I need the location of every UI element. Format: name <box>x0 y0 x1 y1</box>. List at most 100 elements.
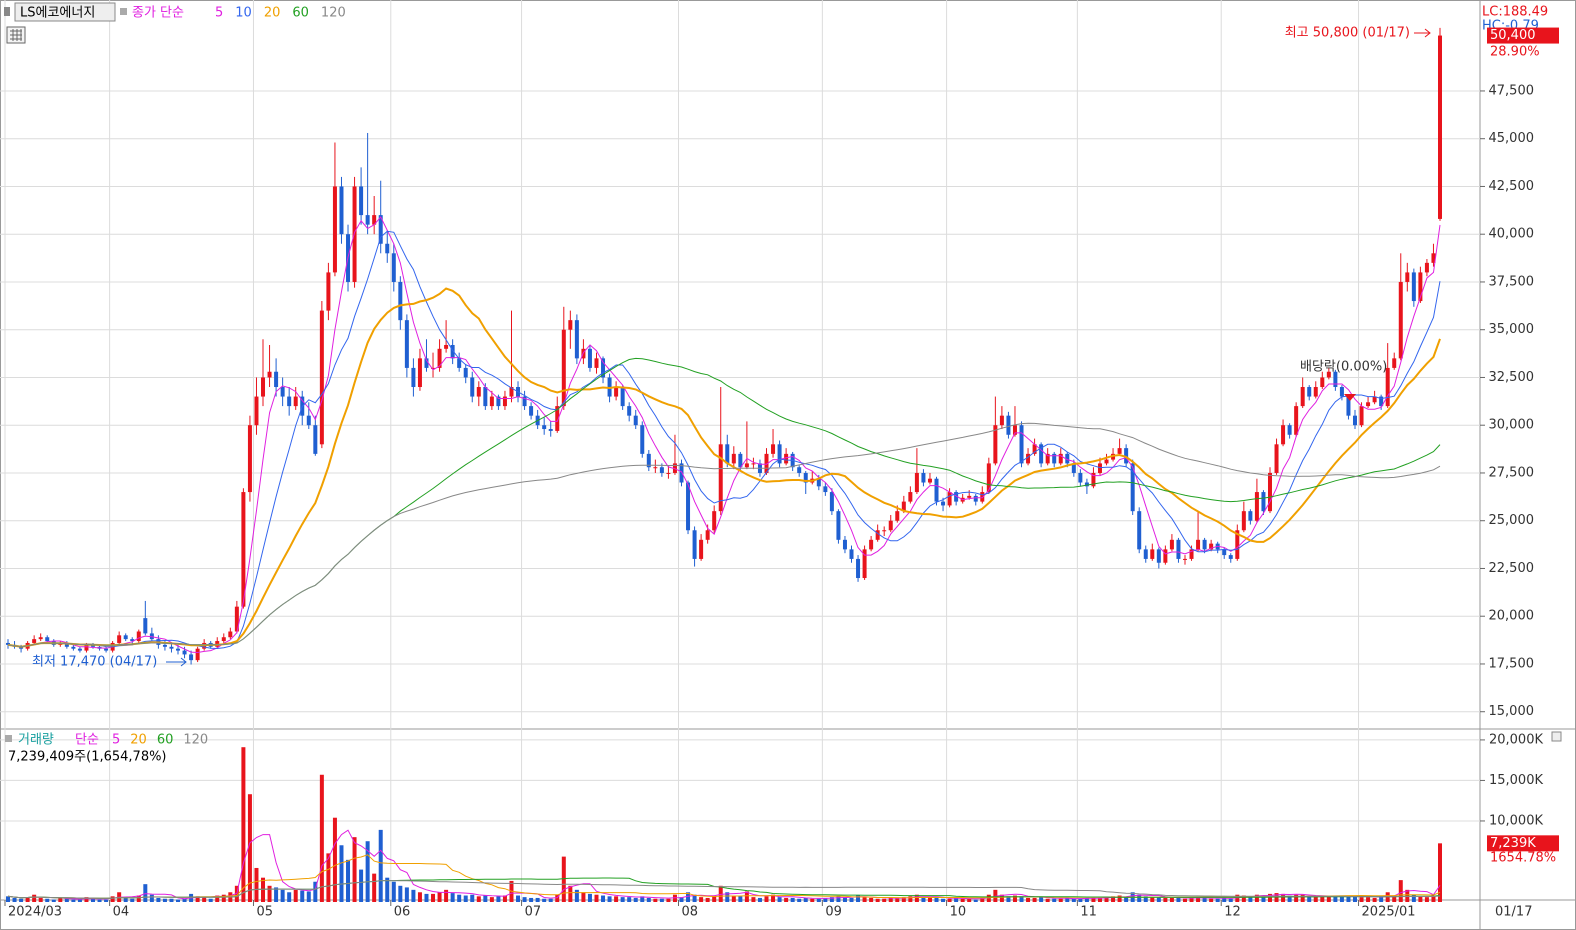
ma-legend-entry: 60 <box>292 6 309 21</box>
candle-body <box>1209 543 1214 550</box>
volume-bar <box>326 853 331 902</box>
volume-bar <box>162 898 167 902</box>
volume-bar <box>489 897 494 902</box>
volume-bar <box>208 898 213 902</box>
candle-body <box>339 186 344 235</box>
candle-body <box>725 444 730 464</box>
volume-bar <box>764 896 769 902</box>
y-tick-label: 22,500 <box>1489 561 1535 576</box>
last-volume-label: 7,239K <box>1490 836 1536 851</box>
volume-bar <box>542 898 547 902</box>
candle-body <box>895 511 900 521</box>
candle-body <box>509 387 514 397</box>
candle-body <box>306 415 311 426</box>
candle-body <box>594 358 599 368</box>
volume-bar <box>895 897 900 902</box>
volume-bar <box>849 897 854 902</box>
volume-tick-label: 15,000K <box>1489 773 1543 788</box>
volume-bar <box>470 894 475 902</box>
volume-ma-legend-entry: 120 <box>183 733 208 748</box>
ma-legend-entry: 120 <box>321 6 346 21</box>
candle-body <box>1026 453 1031 464</box>
candle-body <box>993 425 998 464</box>
icon <box>4 7 10 16</box>
candle-body <box>699 539 704 559</box>
candle-body <box>672 463 677 473</box>
volume-bar <box>398 885 403 902</box>
price-ma-line <box>7 287 1441 648</box>
volume-bar <box>934 897 939 902</box>
candle-body <box>862 549 867 579</box>
candle-body <box>1032 444 1037 454</box>
volume-bar <box>12 897 17 902</box>
y-tick-label: 30,000 <box>1489 418 1535 433</box>
x-tick-label: 10 <box>950 905 967 920</box>
candle-body <box>1438 35 1442 219</box>
scroll-button[interactable] <box>1551 731 1562 742</box>
volume-bar <box>104 899 109 902</box>
price-ma-line <box>7 422 1441 648</box>
volume-bar <box>1352 896 1357 902</box>
volume-ma-legend-entry: 20 <box>130 733 147 748</box>
y-tick-label: 37,500 <box>1489 274 1535 289</box>
volume-bar <box>601 895 606 902</box>
volume-bar <box>97 899 102 902</box>
candle-body <box>718 444 723 512</box>
volume-bar <box>359 869 364 902</box>
volume-bar <box>247 794 252 902</box>
y-tick-label: 17,500 <box>1489 656 1535 671</box>
candle-body <box>32 639 37 643</box>
volume-bar <box>274 887 279 902</box>
candle-body <box>1182 558 1187 560</box>
volume-bar <box>496 896 501 902</box>
candle-body <box>136 631 141 642</box>
volume-bar <box>1372 897 1377 902</box>
volume-bar <box>672 894 677 902</box>
candle-body <box>1411 272 1416 302</box>
candle-body <box>130 639 135 642</box>
volume-bar <box>143 884 148 902</box>
candle-body <box>404 320 409 368</box>
volume-bar <box>967 898 972 902</box>
candle-body <box>1176 539 1181 559</box>
volume-bar <box>810 898 815 902</box>
volume-bar <box>921 897 926 902</box>
volume-bar <box>980 897 985 902</box>
candle-body <box>1267 472 1272 512</box>
stock-button[interactable] <box>14 2 116 22</box>
candle-body <box>1274 444 1279 473</box>
candle-body <box>1281 425 1286 445</box>
lc-label: LC:188.49 <box>1482 5 1548 20</box>
volume-bar <box>45 898 50 902</box>
volume-summary: 7,239,409주(1,654,78%) <box>8 750 167 765</box>
candle-body <box>483 387 488 407</box>
volume-bar <box>954 897 959 902</box>
volume-bar <box>417 892 422 902</box>
candle-body <box>228 631 233 638</box>
volume-bar <box>581 892 586 902</box>
ma-legend-entry: 20 <box>264 6 281 21</box>
marks-layer <box>6 27 1442 902</box>
candle-body <box>254 396 259 426</box>
volume-bar <box>627 897 632 902</box>
volume-bar <box>699 897 704 902</box>
x-tick-label: 07 <box>525 905 542 920</box>
volume-bar <box>829 897 834 902</box>
volume-bar <box>1366 897 1371 902</box>
volume-bar <box>424 893 429 902</box>
volume-bar <box>561 856 566 902</box>
volume-bar <box>1346 895 1351 902</box>
candle-body <box>836 511 841 540</box>
candle-body <box>869 539 874 550</box>
volume-bar <box>149 894 154 902</box>
stock-name[interactable]: LS에코에너지 <box>20 6 95 21</box>
candle-body <box>293 396 298 407</box>
grid-icon-lines <box>10 29 22 41</box>
volume-bar <box>1411 894 1416 902</box>
volume-bar <box>1359 897 1364 902</box>
candle-body <box>1045 453 1050 464</box>
candle-body <box>914 472 919 493</box>
volume-bar <box>182 898 187 902</box>
